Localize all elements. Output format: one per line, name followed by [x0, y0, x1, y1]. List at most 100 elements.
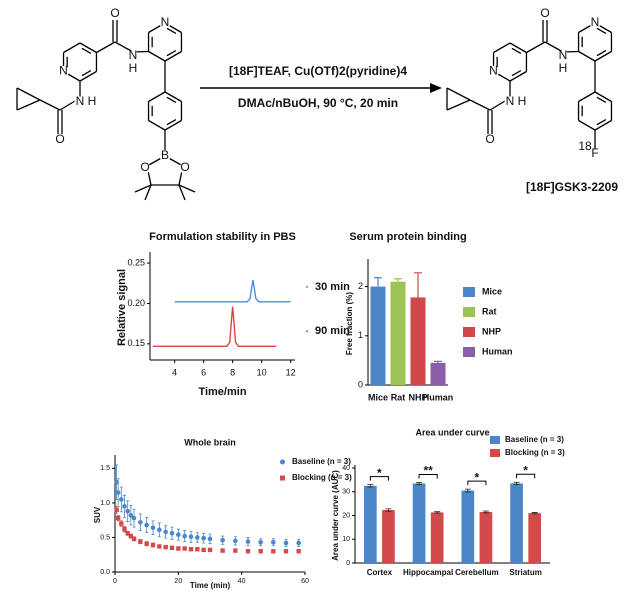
- data-point: [163, 544, 168, 550]
- data-point: [157, 527, 162, 533]
- bond: [578, 91, 596, 103]
- error-bar: [531, 512, 538, 515]
- bond: [79, 42, 97, 54]
- series-line: [152, 306, 277, 347]
- significance-bracket: [418, 473, 438, 479]
- data-point: [245, 539, 251, 544]
- significance-bracket: [369, 476, 389, 481]
- x-tick-label: NHP: [408, 392, 427, 402]
- data-point: [125, 531, 130, 536]
- x-tick-label: 6: [201, 367, 206, 377]
- y-axis-label: Area under curve (AUC): [331, 470, 340, 561]
- bond: [81, 47, 92, 55]
- y-tick-label: 0: [346, 560, 350, 567]
- y-tick-label: 20: [342, 512, 350, 519]
- data-point: [163, 529, 168, 535]
- data-point: [122, 526, 127, 532]
- legend-swatch: [490, 449, 500, 457]
- bond: [511, 69, 522, 77]
- legend-label: 30 min: [315, 281, 350, 293]
- chart-title: Serum protein binding: [349, 231, 466, 243]
- legend-label: Rat: [482, 306, 497, 316]
- atom-label: N: [489, 64, 498, 78]
- x-tick-label: 10: [257, 367, 267, 377]
- y-tick-label: 1.5: [100, 465, 110, 472]
- x-tick-label: Rat: [391, 392, 406, 402]
- data-point: [195, 547, 200, 552]
- legend-swatch: [280, 475, 285, 481]
- bond: [166, 96, 177, 104]
- data-point: [115, 515, 121, 521]
- y-tick-label: 30: [342, 489, 350, 496]
- x-tick-label: Hippocampal: [403, 568, 453, 577]
- data-point: [114, 507, 119, 513]
- data-point: [233, 548, 238, 553]
- data-point: [220, 537, 225, 543]
- bond: [509, 70, 527, 82]
- bar: [390, 281, 406, 385]
- bond: [594, 50, 612, 62]
- bond: [79, 70, 97, 82]
- error-bar: [434, 511, 441, 514]
- y-tick-label: 0.5: [100, 534, 110, 541]
- bond: [164, 119, 182, 131]
- atom-bg: [557, 50, 569, 62]
- bond: [511, 47, 522, 55]
- bar: [370, 286, 386, 385]
- bond: [81, 69, 92, 77]
- y-tick-label: 0: [358, 379, 363, 389]
- bond: [509, 42, 527, 54]
- data-point: [119, 497, 124, 502]
- product-name: [18F]GSK3-2209: [526, 180, 618, 194]
- legend-swatch: [280, 459, 285, 465]
- atom-bg: [539, 8, 551, 20]
- bar: [410, 297, 426, 385]
- error-bar: [434, 360, 442, 363]
- x-tick-label: Cortex: [367, 568, 393, 577]
- bond: [164, 50, 182, 62]
- error-bar: [482, 510, 489, 514]
- data-point: [128, 513, 134, 518]
- atom-bg: [504, 96, 516, 108]
- bond: [39, 99, 61, 111]
- y-tick-label: 1.0: [100, 500, 110, 507]
- bond: [16, 99, 41, 111]
- data-point: [182, 546, 187, 551]
- atom-label: O: [540, 6, 549, 20]
- significance-label: *: [523, 463, 528, 477]
- data-point: [128, 533, 134, 539]
- legend-label: Human: [482, 346, 513, 356]
- bond: [166, 118, 177, 126]
- legend-swatch: [463, 327, 475, 337]
- atom-label: N: [129, 48, 138, 62]
- atom-label: O: [180, 160, 189, 174]
- data-point: [125, 508, 130, 514]
- data-point: [220, 548, 225, 553]
- significance-label: *: [475, 470, 480, 484]
- data-point: [283, 540, 289, 546]
- atom-label: O: [485, 132, 494, 146]
- bar: [382, 510, 395, 563]
- significance-label: **: [423, 464, 433, 478]
- bond: [148, 91, 166, 103]
- y-axis-label: SUV: [93, 506, 102, 523]
- atom-label: H: [518, 94, 527, 108]
- data-point: [138, 539, 143, 544]
- data-point: [114, 479, 119, 485]
- error-bar: [414, 272, 422, 298]
- condition-reagents: [18F]TEAF, Cu(OTf)2(pyridine)4: [229, 64, 407, 78]
- data-point: [195, 535, 200, 540]
- legend-label: NHP: [482, 326, 501, 336]
- legend-swatch: [490, 436, 500, 444]
- atom-label: H: [129, 61, 138, 75]
- x-tick-label: 20: [174, 578, 182, 585]
- legend-label: Baseline (n = 3): [505, 435, 564, 444]
- atom-bg: [589, 17, 601, 29]
- bond: [596, 49, 607, 57]
- x-tick-label: 60: [301, 578, 309, 585]
- x-axis-label: Time/min: [198, 386, 246, 398]
- chart-title: Area under curve: [415, 427, 489, 437]
- x-tick-label: 8: [230, 367, 235, 377]
- atom-label: N: [161, 15, 170, 29]
